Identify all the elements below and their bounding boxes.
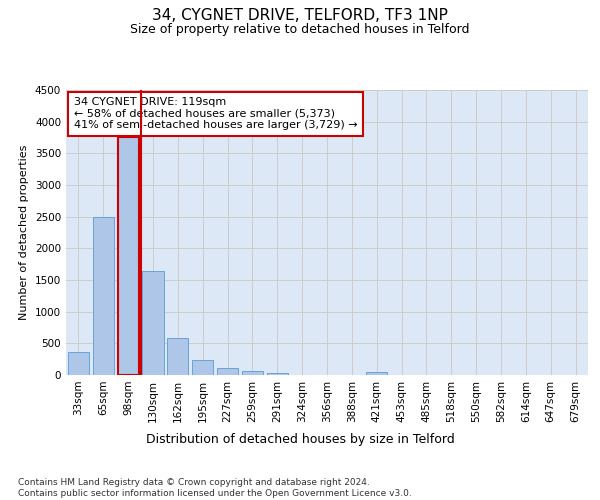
Bar	[192, 360, 213, 375]
Text: Size of property relative to detached houses in Telford: Size of property relative to detached ho…	[130, 22, 470, 36]
Bar	[118, 138, 139, 375]
Bar	[242, 371, 263, 375]
Text: Distribution of detached houses by size in Telford: Distribution of detached houses by size …	[146, 432, 454, 446]
Text: Contains HM Land Registry data © Crown copyright and database right 2024.
Contai: Contains HM Land Registry data © Crown c…	[18, 478, 412, 498]
Y-axis label: Number of detached properties: Number of detached properties	[19, 145, 29, 320]
Bar	[142, 271, 164, 375]
Bar	[366, 372, 387, 375]
Bar	[267, 373, 288, 375]
Text: 34, CYGNET DRIVE, TELFORD, TF3 1NP: 34, CYGNET DRIVE, TELFORD, TF3 1NP	[152, 8, 448, 22]
Bar	[167, 338, 188, 375]
Bar	[68, 352, 89, 375]
Bar	[93, 216, 114, 375]
Bar	[217, 368, 238, 375]
Text: 34 CYGNET DRIVE: 119sqm
← 58% of detached houses are smaller (5,373)
41% of semi: 34 CYGNET DRIVE: 119sqm ← 58% of detache…	[74, 97, 358, 130]
